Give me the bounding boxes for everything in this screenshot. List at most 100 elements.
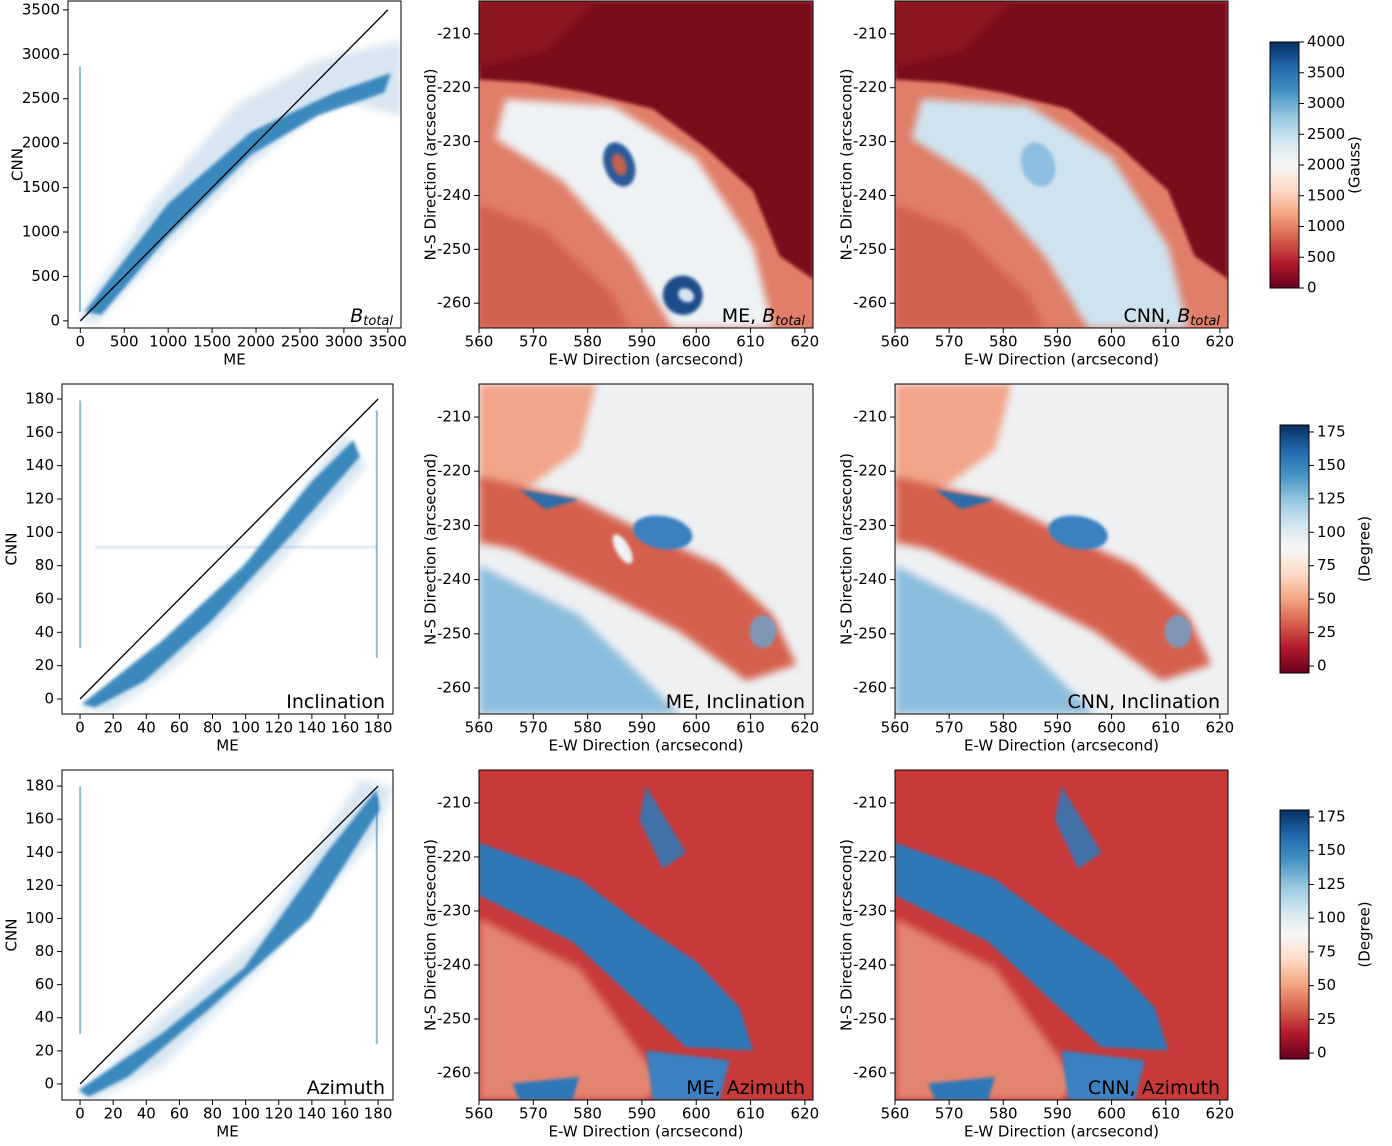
identity-line [79,398,379,700]
panel: 560 570 580 590 600 610 620 -260 -250 -240 -230 -22… [422,0,819,369]
image-region [1054,786,1102,869]
y-axis-label: CNN [3,919,21,952]
y-tick-label: 75 [1317,942,1336,960]
x-tick-label: 580 [573,1105,602,1123]
y-axis-label: N-S Direction (arcsecond) [838,453,856,645]
image-region [1020,142,1056,187]
image-region [1164,615,1192,648]
image-region [911,99,1189,328]
plot-area [77,9,401,325]
annotation: ME, Btotal [722,305,806,329]
x-tick-label: 610 [736,1105,765,1123]
x-tick-label: 160 [331,719,360,737]
y-tick-label: 0 [1317,657,1327,675]
image-region [928,1076,995,1100]
annotation-text: ME, Inclination [666,691,805,713]
x-tick-label: 580 [573,333,602,351]
x-tick-label: 610 [1151,333,1180,351]
plot-area [479,770,813,1100]
y-tick-label: 180 [25,390,54,408]
image-region [749,615,777,648]
y-tick-label: 0 [44,1074,54,1092]
image-region [479,476,797,681]
y-tick-label: 40 [35,623,54,641]
plot-area [895,1,1228,328]
x-axis-label: E-W Direction (arcsecond) [964,1123,1159,1141]
annotation-text: CNN, Azimuth [1088,1077,1220,1099]
x-tick-label: 560 [881,1105,910,1123]
image-region [895,1,1012,67]
x-tick-label: 100 [231,719,260,737]
y-tick-label: -210 [437,408,471,426]
y-tick-label: -260 [437,294,471,312]
y-tick-label: -220 [853,78,887,96]
x-tick-label: 610 [736,333,765,351]
panel: 560 570 580 590 600 610 620 -260 -250 -240 -230 -22… [422,383,820,755]
annotation-symbol: B [762,305,775,327]
x-tick-label: 590 [1043,333,1072,351]
image-region [934,489,995,510]
y-tick-label: -230 [437,516,471,534]
x-tick-label: 620 [791,1105,820,1123]
axes-frame [61,383,394,715]
y-tick-label: 100 [1317,523,1346,541]
x-tick-label: 500 [110,333,139,351]
x-tick-label: 560 [881,333,910,351]
x-tick-label: 0 [75,719,85,737]
y-tick-label: 3000 [22,45,60,63]
y-tick-label: 0 [1307,279,1317,297]
axes-frame [61,769,394,1101]
point-column [79,400,82,648]
x-tick-label: 20 [104,719,123,737]
x-tick-label: 100 [231,1105,260,1123]
image-region [78,779,393,1100]
y-tick-label: 0 [1317,1044,1327,1062]
y-tick-label: 100 [1317,909,1346,927]
annotation-text: Inclination [286,691,385,713]
y-tick-label: 2500 [1307,125,1345,143]
y-tick-label: 2500 [22,89,60,107]
y-tick-label: -260 [853,678,887,696]
annotation-text: CNN, [1123,305,1177,327]
image-region [895,203,1045,328]
x-tick-label: 610 [736,719,765,737]
axes-frame [894,769,1229,1101]
x-tick-label: 620 [791,719,820,737]
y-axis-label: N-S Direction (arcsecond) [838,839,856,1031]
image-region [895,565,1095,714]
y-axis-label: N-S Direction (arcsecond) [838,69,856,261]
x-axis-label: E-W Direction (arcsecond) [549,1123,744,1141]
y-tick-label: 175 [1317,808,1346,826]
image-region [639,786,687,869]
x-axis-label: E-W Direction (arcsecond) [549,737,744,755]
y-tick-label: -230 [437,901,471,919]
y-tick-label: 120 [25,876,54,894]
y-tick-label: 180 [25,777,54,795]
x-tick-label: 580 [989,1105,1018,1123]
x-tick-label: 590 [628,1105,657,1123]
x-tick-label: 600 [1097,719,1126,737]
y-tick-label: 500 [1307,248,1336,266]
image-region [512,1076,580,1100]
y-tick-label: -240 [437,186,471,204]
y-axis-label: CNN [9,148,27,181]
y-tick-label: -260 [437,1063,471,1081]
image-region [678,288,695,303]
y-tick-label: 3500 [22,0,60,18]
x-axis-label: E-W Direction (arcsecond) [549,351,744,369]
annotation: CNN, Azimuth [1088,1077,1220,1099]
y-tick-label: -240 [853,186,887,204]
panel: 560 570 580 590 600 610 620 -260 -250 -240 -230 -22… [838,0,1234,369]
y-tick-label: -240 [437,955,471,973]
colorbar-label: (Degree) [1356,901,1374,967]
image-region [479,203,630,328]
y-tick-label: -250 [853,1009,887,1027]
x-tick-label: 600 [682,1105,711,1123]
panel: 0 500 1000 1500 2000 2500 3000 3500 4000 (Gauss) [1269,33,1364,297]
axes-frame [478,383,814,715]
x-tick-label: 0 [75,1105,85,1123]
y-tick-label: -220 [853,847,887,865]
point-column [79,786,82,1034]
y-tick-label: 60 [35,975,54,993]
x-tick-label: 590 [1043,719,1072,737]
